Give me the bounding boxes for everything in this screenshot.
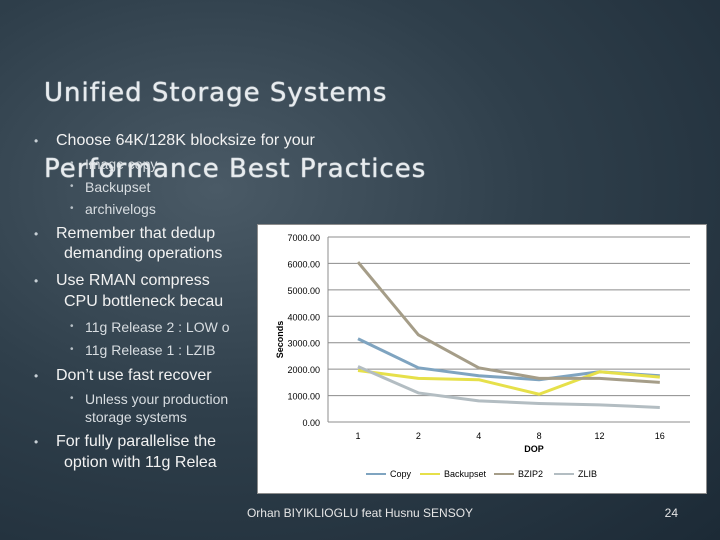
sub-bullet-item: 11g Release 2 : LOW o (70, 319, 229, 335)
chart-svg: 7000.00 6000.00 5000.00 4000.00 3000.00 2000.… (275, 233, 690, 479)
sub-bullet-item: Unless your production (70, 391, 228, 407)
x-tick-label: 2 (416, 431, 421, 441)
x-tick-label: 4 (476, 431, 481, 441)
legend-label: Backupset (444, 469, 487, 479)
x-tick-label: 8 (537, 431, 542, 441)
bullet-item: For fully parallelise the (34, 433, 216, 451)
line-chart: 7000.00 6000.00 5000.00 4000.00 3000.00 2000.… (257, 224, 707, 494)
sub-bullet-item: archivelogs (70, 201, 156, 217)
y-axis-label: Seconds (275, 321, 285, 359)
sub-bullet-item: 11g Release 1 : LZIB (70, 342, 215, 358)
bullet-item: Use RMAN compress (34, 272, 210, 290)
y-tick-label: 5000.00 (287, 286, 320, 296)
title-line-1: Unified Storage Systems (44, 78, 388, 108)
legend-label: ZLIB (578, 469, 597, 479)
y-tick-label: 0.00 (302, 418, 320, 428)
sub-bullet-continuation: storage systems (85, 409, 187, 425)
x-tick-label: 1 (355, 431, 360, 441)
page-number: 24 (664, 506, 678, 520)
sub-bullet-item: Image copy (70, 156, 157, 172)
bullet-item: Don’t use fast recover (34, 367, 212, 385)
bullet-continuation: CPU bottleneck becau (64, 293, 224, 310)
bullet-continuation: option with 11g Relea (64, 454, 217, 471)
x-tick-label: 16 (655, 431, 665, 441)
slide-footer: Orhan BIYIKLIOGLU feat Husnu SENSOY (246, 506, 474, 520)
y-tick-label: 3000.00 (287, 339, 320, 349)
slide-title: Unified Storage Systems Performance Best… (44, 36, 684, 226)
bullet-item: Choose 64K/128K blocksize for your (34, 132, 315, 150)
y-tick-label: 7000.00 (287, 233, 320, 243)
y-tick-label: 1000.00 (287, 392, 320, 402)
sub-bullet-item: Backupset (70, 179, 150, 195)
bullet-item: Remember that dedup (34, 225, 215, 243)
series-line (357, 365, 660, 409)
y-tick-label: 6000.00 (287, 259, 320, 269)
x-tick-label: 12 (594, 431, 604, 441)
y-tick-label: 2000.00 (287, 365, 320, 375)
x-axis-label: DOP (524, 444, 544, 454)
series-line (357, 368, 660, 396)
bullet-continuation: demanding operations (64, 245, 223, 262)
y-tick-label: 4000.00 (287, 312, 320, 322)
legend-label: BZIP2 (518, 469, 543, 479)
legend-label: Copy (390, 469, 412, 479)
series-line (356, 261, 660, 384)
